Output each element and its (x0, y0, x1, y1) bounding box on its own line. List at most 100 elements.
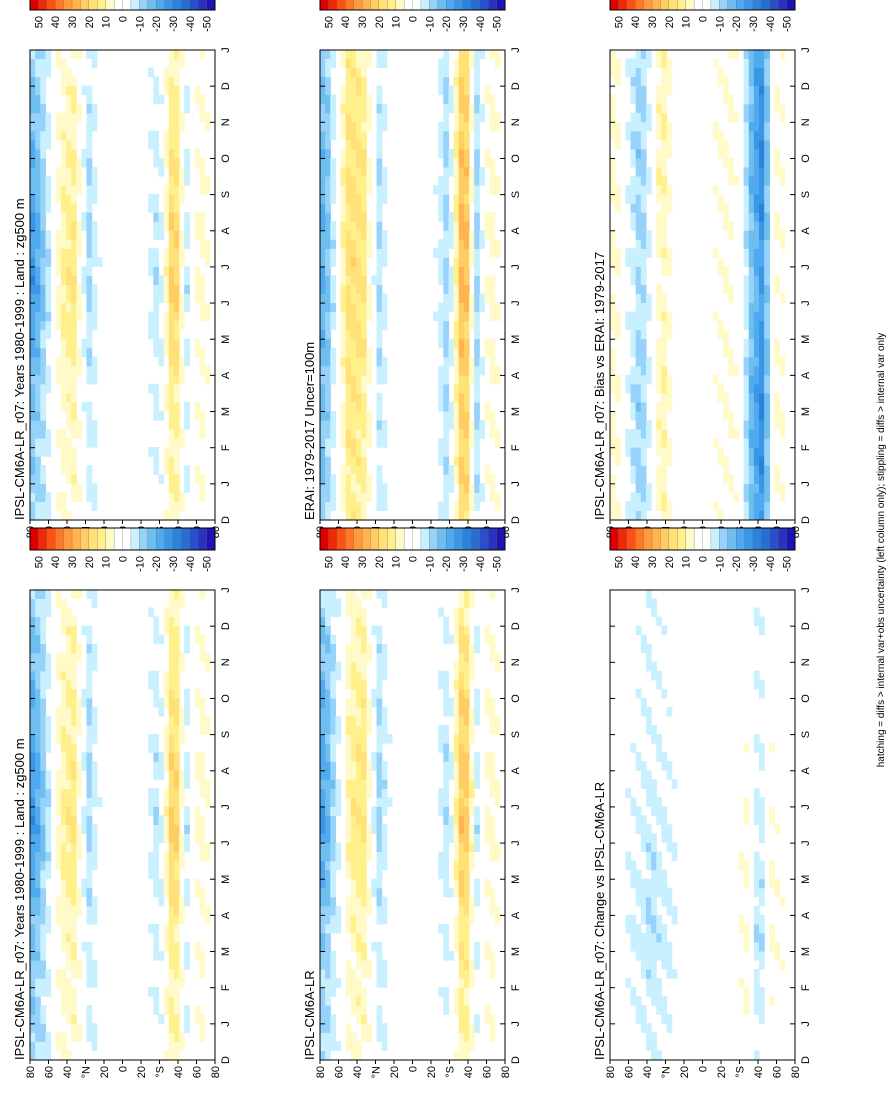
heatmap-cell (361, 878, 367, 889)
heatmap-cell (350, 320, 357, 331)
heatmap-cell (340, 320, 347, 331)
heatmap-cell (35, 743, 41, 753)
heatmap-cell (60, 85, 67, 96)
heatmap-cell (453, 634, 460, 645)
heatmap-cell (158, 761, 165, 771)
heatmap-cell (640, 842, 647, 853)
heatmap-cell (361, 1005, 367, 1015)
heatmap-cell (474, 112, 480, 123)
heatmap-cell (738, 851, 745, 862)
heatmap-cell (748, 257, 755, 267)
heatmap-cell (748, 329, 755, 340)
heatmap-cell (469, 257, 475, 267)
heatmap-cell (376, 779, 383, 789)
heatmap-cell (350, 130, 357, 141)
heatmap-cell (30, 770, 36, 780)
heatmap-cell (60, 896, 67, 907)
heatmap-cell (635, 429, 642, 439)
heatmap-cell (759, 329, 765, 340)
heatmap-cell (448, 230, 455, 240)
heatmap-cell (153, 329, 160, 340)
heatmap-cell (774, 483, 781, 493)
heatmap-cell (173, 438, 180, 448)
heatmap-cell (494, 438, 501, 448)
heatmap-cell (55, 706, 62, 717)
heatmap-cell (645, 598, 652, 609)
heatmap-cell (661, 625, 668, 636)
heatmap-cell (610, 130, 616, 141)
heatmap-cell (76, 643, 82, 654)
heatmap-cell (320, 950, 326, 961)
heatmap-cell (630, 58, 637, 69)
heatmap-cell (325, 103, 331, 114)
heatmap-cell (335, 661, 342, 672)
heatmap-cell (656, 996, 662, 1006)
heatmap-cell (153, 833, 160, 844)
heatmap-cell (443, 724, 450, 735)
heatmap-cell (463, 1050, 470, 1060)
heatmap-cell (76, 248, 82, 258)
heatmap-cell (65, 905, 72, 916)
month-label: O (510, 154, 522, 163)
heatmap-cell (753, 121, 760, 132)
heatmap-cell (723, 266, 729, 276)
heatmap-cell (91, 184, 98, 195)
heatmap-cell (55, 842, 62, 853)
heatmap-cell (381, 978, 388, 988)
heatmap-cell (458, 770, 465, 780)
heatmap-cell (163, 625, 170, 636)
heatmap-cell (376, 139, 383, 150)
heatmap-cell (651, 806, 657, 816)
heatmap-cell (759, 465, 765, 475)
colorbar-swatch (710, 527, 720, 551)
heatmap-cell (65, 616, 72, 627)
heatmap-cell (168, 103, 175, 114)
heatmap-cell (453, 833, 460, 844)
heatmap-cell (438, 987, 444, 997)
heatmap-cell (712, 121, 719, 132)
heatmap-cell (184, 833, 190, 844)
heatmap-cell (458, 465, 465, 475)
heatmap-cell (443, 121, 450, 132)
colorbar-swatch (113, 527, 123, 551)
heatmap-cell (148, 383, 154, 394)
heatmap-cell (381, 842, 388, 853)
heatmap-cell (759, 688, 765, 699)
heatmap-cell (173, 166, 180, 177)
heatmap-cell (376, 734, 383, 744)
heatmap-cell (743, 743, 750, 753)
colorbar-swatch (471, 527, 481, 551)
heatmap-cell (86, 679, 93, 690)
colorbar-label: -30 (748, 16, 760, 32)
heatmap-cell (335, 851, 342, 862)
heatmap-cell (184, 715, 190, 726)
heatmap-cell (204, 311, 211, 322)
heatmap-cell (489, 103, 496, 114)
heatmap-cell (325, 329, 331, 340)
colorbar-swatch (172, 527, 182, 551)
heatmap-cell (320, 1041, 326, 1051)
heatmap-cell (71, 184, 77, 195)
heatmap-cell (494, 121, 501, 132)
heatmap-cell (656, 616, 662, 627)
heatmap-cell (153, 266, 160, 276)
heatmap-cell (469, 978, 475, 988)
colorbar-label: 20 (374, 556, 386, 568)
heatmap-cell (204, 184, 211, 195)
heatmap-cell (350, 987, 357, 997)
heatmap-cell (179, 860, 185, 871)
heatmap-cell (366, 293, 372, 304)
heatmap-cell (60, 447, 67, 457)
heatmap-cell (753, 130, 760, 141)
heatmap-cell (651, 869, 657, 880)
heatmap-cell (753, 978, 760, 988)
heatmap-cell (759, 248, 765, 258)
heatmap-cell (645, 248, 652, 258)
heatmap-cell (381, 661, 388, 672)
heatmap-cell (345, 815, 352, 825)
heatmap-cell (65, 860, 72, 871)
heatmap-cell (443, 770, 450, 780)
heatmap-cell (350, 878, 357, 889)
heatmap-cell (748, 456, 755, 466)
heatmap-cell (179, 1041, 185, 1051)
